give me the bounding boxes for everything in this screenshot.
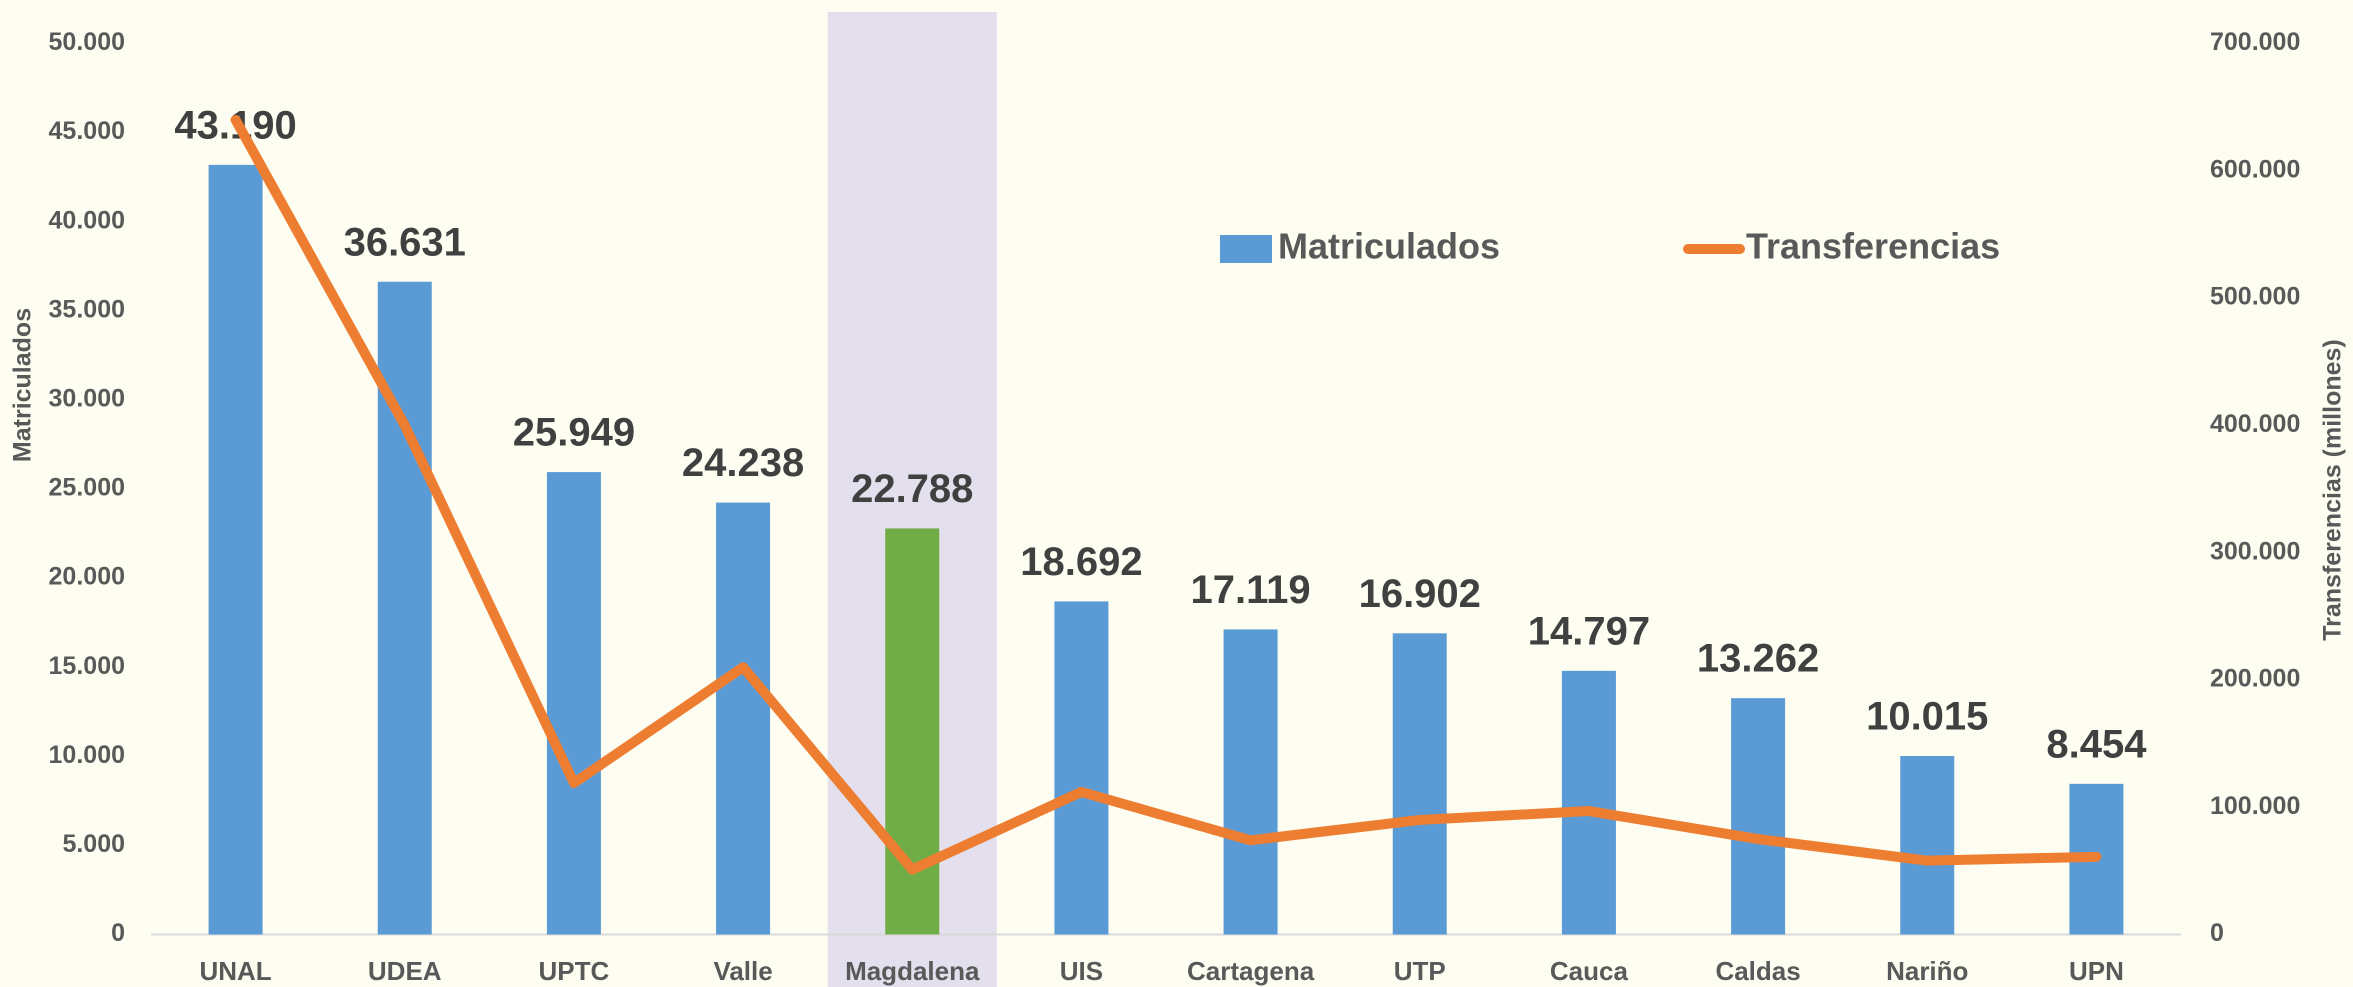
y-tick-label: 0	[111, 919, 125, 947]
x-tick-label: Nariño	[1886, 956, 1968, 986]
y-tick-label: 25.000	[49, 474, 125, 502]
y2-tick-label: 0	[2210, 919, 2224, 947]
bar	[1731, 698, 1786, 935]
data-label: 14.797	[1528, 609, 1650, 653]
y-tick-label: 40.000	[49, 206, 125, 234]
bar	[1223, 629, 1278, 935]
data-label: 18.692	[1020, 540, 1142, 584]
y-axis-title: Matriculados	[9, 308, 37, 462]
x-tick-label: Valle	[713, 956, 772, 986]
legend-label: Transferencias	[1746, 226, 2000, 267]
y2-tick-label: 600.000	[2210, 155, 2300, 183]
data-label: 10.015	[1866, 695, 1988, 739]
y-tick-label: 15.000	[49, 652, 125, 680]
bar	[1392, 633, 1447, 935]
data-label: 13.262	[1697, 637, 1819, 681]
y2-tick-label: 700.000	[2210, 28, 2300, 56]
x-tick-label: Cartagena	[1187, 956, 1315, 986]
y-tick-label: 50.000	[49, 28, 125, 56]
bar	[1900, 756, 1955, 935]
data-label: 17.119	[1191, 568, 1311, 612]
line	[230, 114, 2102, 875]
x-tick-label: UPTC	[539, 956, 610, 986]
y-tick-label: 20.000	[49, 563, 125, 591]
x-tick-label: Caldas	[1715, 956, 1800, 986]
y2-axis-title: Transferencias (millones)	[2319, 339, 2347, 641]
y2-tick-label: 400.000	[2210, 410, 2300, 438]
x-tick-label: Cauca	[1550, 956, 1629, 986]
y2-tick-label: 100.000	[2210, 792, 2300, 820]
y-tick-label: 10.000	[49, 741, 125, 769]
y2-tick-label: 500.000	[2210, 283, 2300, 311]
x-tick-label: UTP	[1394, 956, 1446, 986]
bar	[716, 502, 771, 935]
legend-swatch	[1220, 235, 1272, 263]
legend-label: Matriculados	[1278, 226, 1500, 267]
data-label: 8.454	[2046, 722, 2147, 766]
x-tick-label: UDEA	[368, 956, 442, 986]
bar	[1054, 601, 1109, 935]
y-tick-label: 5.000	[62, 830, 125, 858]
y2-tick-label: 200.000	[2210, 665, 2300, 693]
x-tick-label: UIS	[1060, 956, 1103, 986]
x-tick-label: Magdalena	[845, 956, 980, 986]
bar	[208, 164, 263, 935]
data-label: 25.949	[513, 411, 635, 455]
y-tick-label: 30.000	[49, 385, 125, 413]
bar	[377, 281, 432, 935]
data-label: 24.238	[682, 441, 804, 485]
x-tick-label: UPN	[2069, 956, 2124, 986]
y-tick-label: 45.000	[49, 117, 125, 145]
data-label: 22.788	[851, 467, 973, 511]
bar	[546, 472, 601, 935]
y-tick-label: 35.000	[49, 295, 125, 323]
y2-tick-label: 300.000	[2210, 537, 2300, 565]
bar	[1561, 670, 1616, 935]
data-label: 16.902	[1359, 572, 1481, 616]
data-label: 36.631	[344, 220, 466, 264]
x-tick-label: UNAL	[199, 956, 271, 986]
